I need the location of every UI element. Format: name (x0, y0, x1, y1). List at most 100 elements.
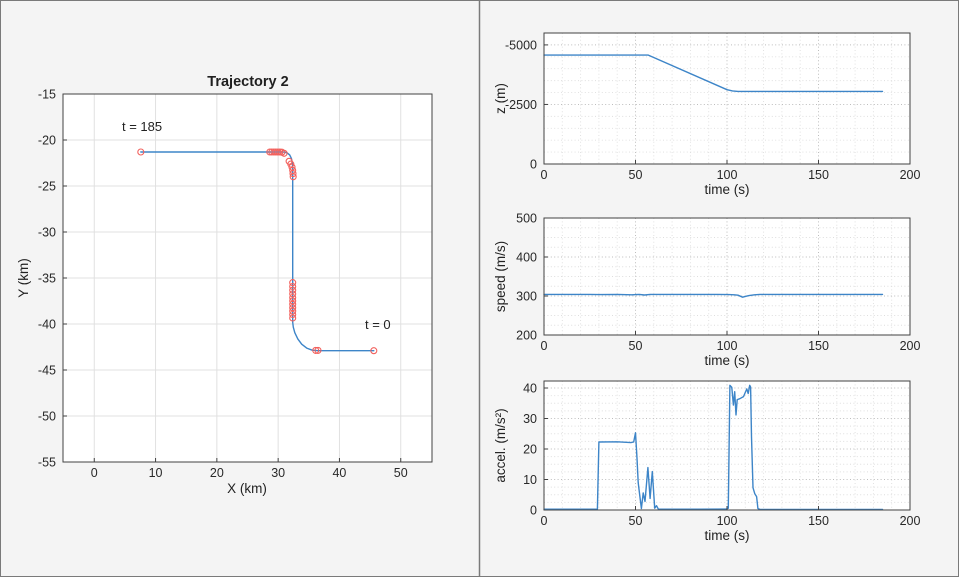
trajectory-marker (289, 170, 297, 178)
plot-area (544, 381, 910, 510)
z-y-tick-labels: 0 -2500 -5000 (505, 38, 537, 171)
y-tick-label: 30 (523, 412, 537, 426)
speed-x-axis-label: time (s) (705, 353, 750, 368)
x-tick-label: 150 (808, 168, 829, 182)
trajectory-markers (137, 148, 378, 355)
speed-grid (544, 218, 910, 335)
y-tick-label: 40 (523, 382, 537, 396)
trajectory-x-axis-label: X (km) (227, 481, 267, 496)
x-tick-label: 50 (394, 466, 408, 480)
x-tick-label: 0 (541, 168, 548, 182)
x-tick-label: 30 (271, 466, 285, 480)
x-tick-label: 20 (210, 466, 224, 480)
x-tick-label: 100 (717, 514, 738, 528)
accel-line (543, 384, 884, 511)
x-tick-label: 200 (900, 339, 921, 353)
trajectory-tick-marks (63, 93, 402, 463)
y-tick-label: -35 (38, 272, 56, 286)
trajectory-marker (289, 279, 297, 287)
z-grid (544, 33, 910, 164)
x-tick-label: 50 (629, 514, 643, 528)
x-tick-label: 10 (149, 466, 163, 480)
y-tick-label: 500 (516, 212, 537, 226)
x-tick-label: 100 (717, 339, 738, 353)
y-tick-label: -30 (38, 226, 56, 240)
speed-x-tick-labels: 0 50 100 150 200 (541, 339, 921, 353)
x-tick-label: 200 (900, 168, 921, 182)
trajectory-marker (289, 166, 297, 174)
z-y-axis-label: z (m) (493, 83, 508, 114)
trajectory-marker (266, 148, 274, 156)
trajectory-x-tick-labels: 0 10 20 30 40 50 (91, 466, 408, 480)
speed-line (543, 293, 884, 298)
annotation-t0: t = 0 (365, 317, 391, 332)
x-tick-label: 150 (808, 514, 829, 528)
trajectory-marker (289, 293, 297, 302)
y-tick-label: -2500 (505, 98, 537, 112)
y-tick-label: 0 (530, 158, 537, 172)
trajectory-marker (289, 307, 297, 315)
x-tick-label: 0 (91, 466, 98, 480)
accel-series (543, 384, 884, 511)
z-plot: 0 50 100 150 200 0 -2500 -5000 time (s) z (m) (493, 32, 921, 197)
z-line (543, 54, 884, 93)
speed-series (543, 293, 884, 298)
speed-y-axis-label: speed (m/s) (493, 241, 508, 312)
trajectory-marker (289, 310, 297, 319)
trajectory-line (140, 151, 375, 352)
y-tick-label: -40 (38, 318, 56, 332)
x-tick-label: 40 (332, 466, 346, 480)
y-tick-label: -5000 (505, 38, 537, 52)
trajectory-title: Trajectory 2 (207, 74, 288, 90)
trajectory-marker (289, 290, 297, 298)
y-tick-label: -20 (38, 134, 56, 148)
y-tick-label: -25 (38, 180, 56, 194)
speed-y-tick-labels: 200 300 400 500 (516, 212, 537, 343)
trajectory-marker (312, 346, 320, 354)
y-tick-label: -45 (38, 364, 56, 378)
accel-y-tick-labels: 0 10 20 30 40 (523, 382, 537, 518)
y-tick-label: 300 (516, 290, 537, 304)
trajectory-marker (289, 286, 297, 294)
x-tick-label: 0 (541, 514, 548, 528)
z-series (543, 54, 884, 93)
trajectory-marker (289, 300, 297, 308)
accel-tick-marks (543, 387, 911, 511)
trajectory-series (140, 151, 375, 352)
y-tick-label: 400 (516, 251, 537, 265)
trajectory-y-axis-label: Y (km) (16, 258, 31, 298)
x-tick-label: 200 (900, 514, 921, 528)
trajectory-marker (285, 157, 293, 165)
accel-x-axis-label: time (s) (705, 528, 750, 543)
trajectory-grid (63, 94, 432, 462)
trajectory-marker (270, 148, 278, 156)
x-tick-label: 0 (541, 339, 548, 353)
y-tick-label: 0 (530, 504, 537, 518)
trajectory-y-tick-labels: -55 -50 -45 -40 -35 -30 -25 -20 -15 (38, 88, 56, 470)
trajectory-plot: 0 10 20 30 40 50 -55-50-45-40-35-30-25-20-15 … (16, 74, 433, 496)
y-tick-label: -55 (38, 456, 56, 470)
trajectory-marker (289, 314, 297, 322)
trajectory-marker (268, 148, 276, 156)
x-tick-label: 100 (717, 168, 738, 182)
y-tick-label: -15 (38, 88, 56, 102)
annotation-t185: t = 185 (122, 119, 162, 134)
x-tick-label: 50 (629, 339, 643, 353)
speed-plot: 0 50 100 150 200 200 300 400 500 time (s) speed… (493, 212, 920, 369)
trajectory-marker (289, 282, 297, 291)
y-tick-label: 10 (523, 473, 537, 487)
z-x-tick-labels: 0 50 100 150 200 (541, 168, 921, 182)
z-tick-marks (543, 44, 911, 165)
y-tick-label: 200 (516, 329, 537, 343)
accel-x-tick-labels: 0 50 100 150 200 (541, 514, 921, 528)
trajectory-marker (370, 347, 378, 355)
x-tick-label: 150 (808, 339, 829, 353)
y-tick-label: -50 (38, 410, 56, 424)
trajectory-marker (289, 297, 297, 305)
trajectory-marker (137, 148, 145, 156)
accel-plot: 0 50 100 150 200 0 10 20 30 40 time (s) accel. (… (493, 380, 921, 543)
speed-tick-marks (543, 217, 911, 336)
z-x-axis-label: time (s) (705, 182, 750, 197)
